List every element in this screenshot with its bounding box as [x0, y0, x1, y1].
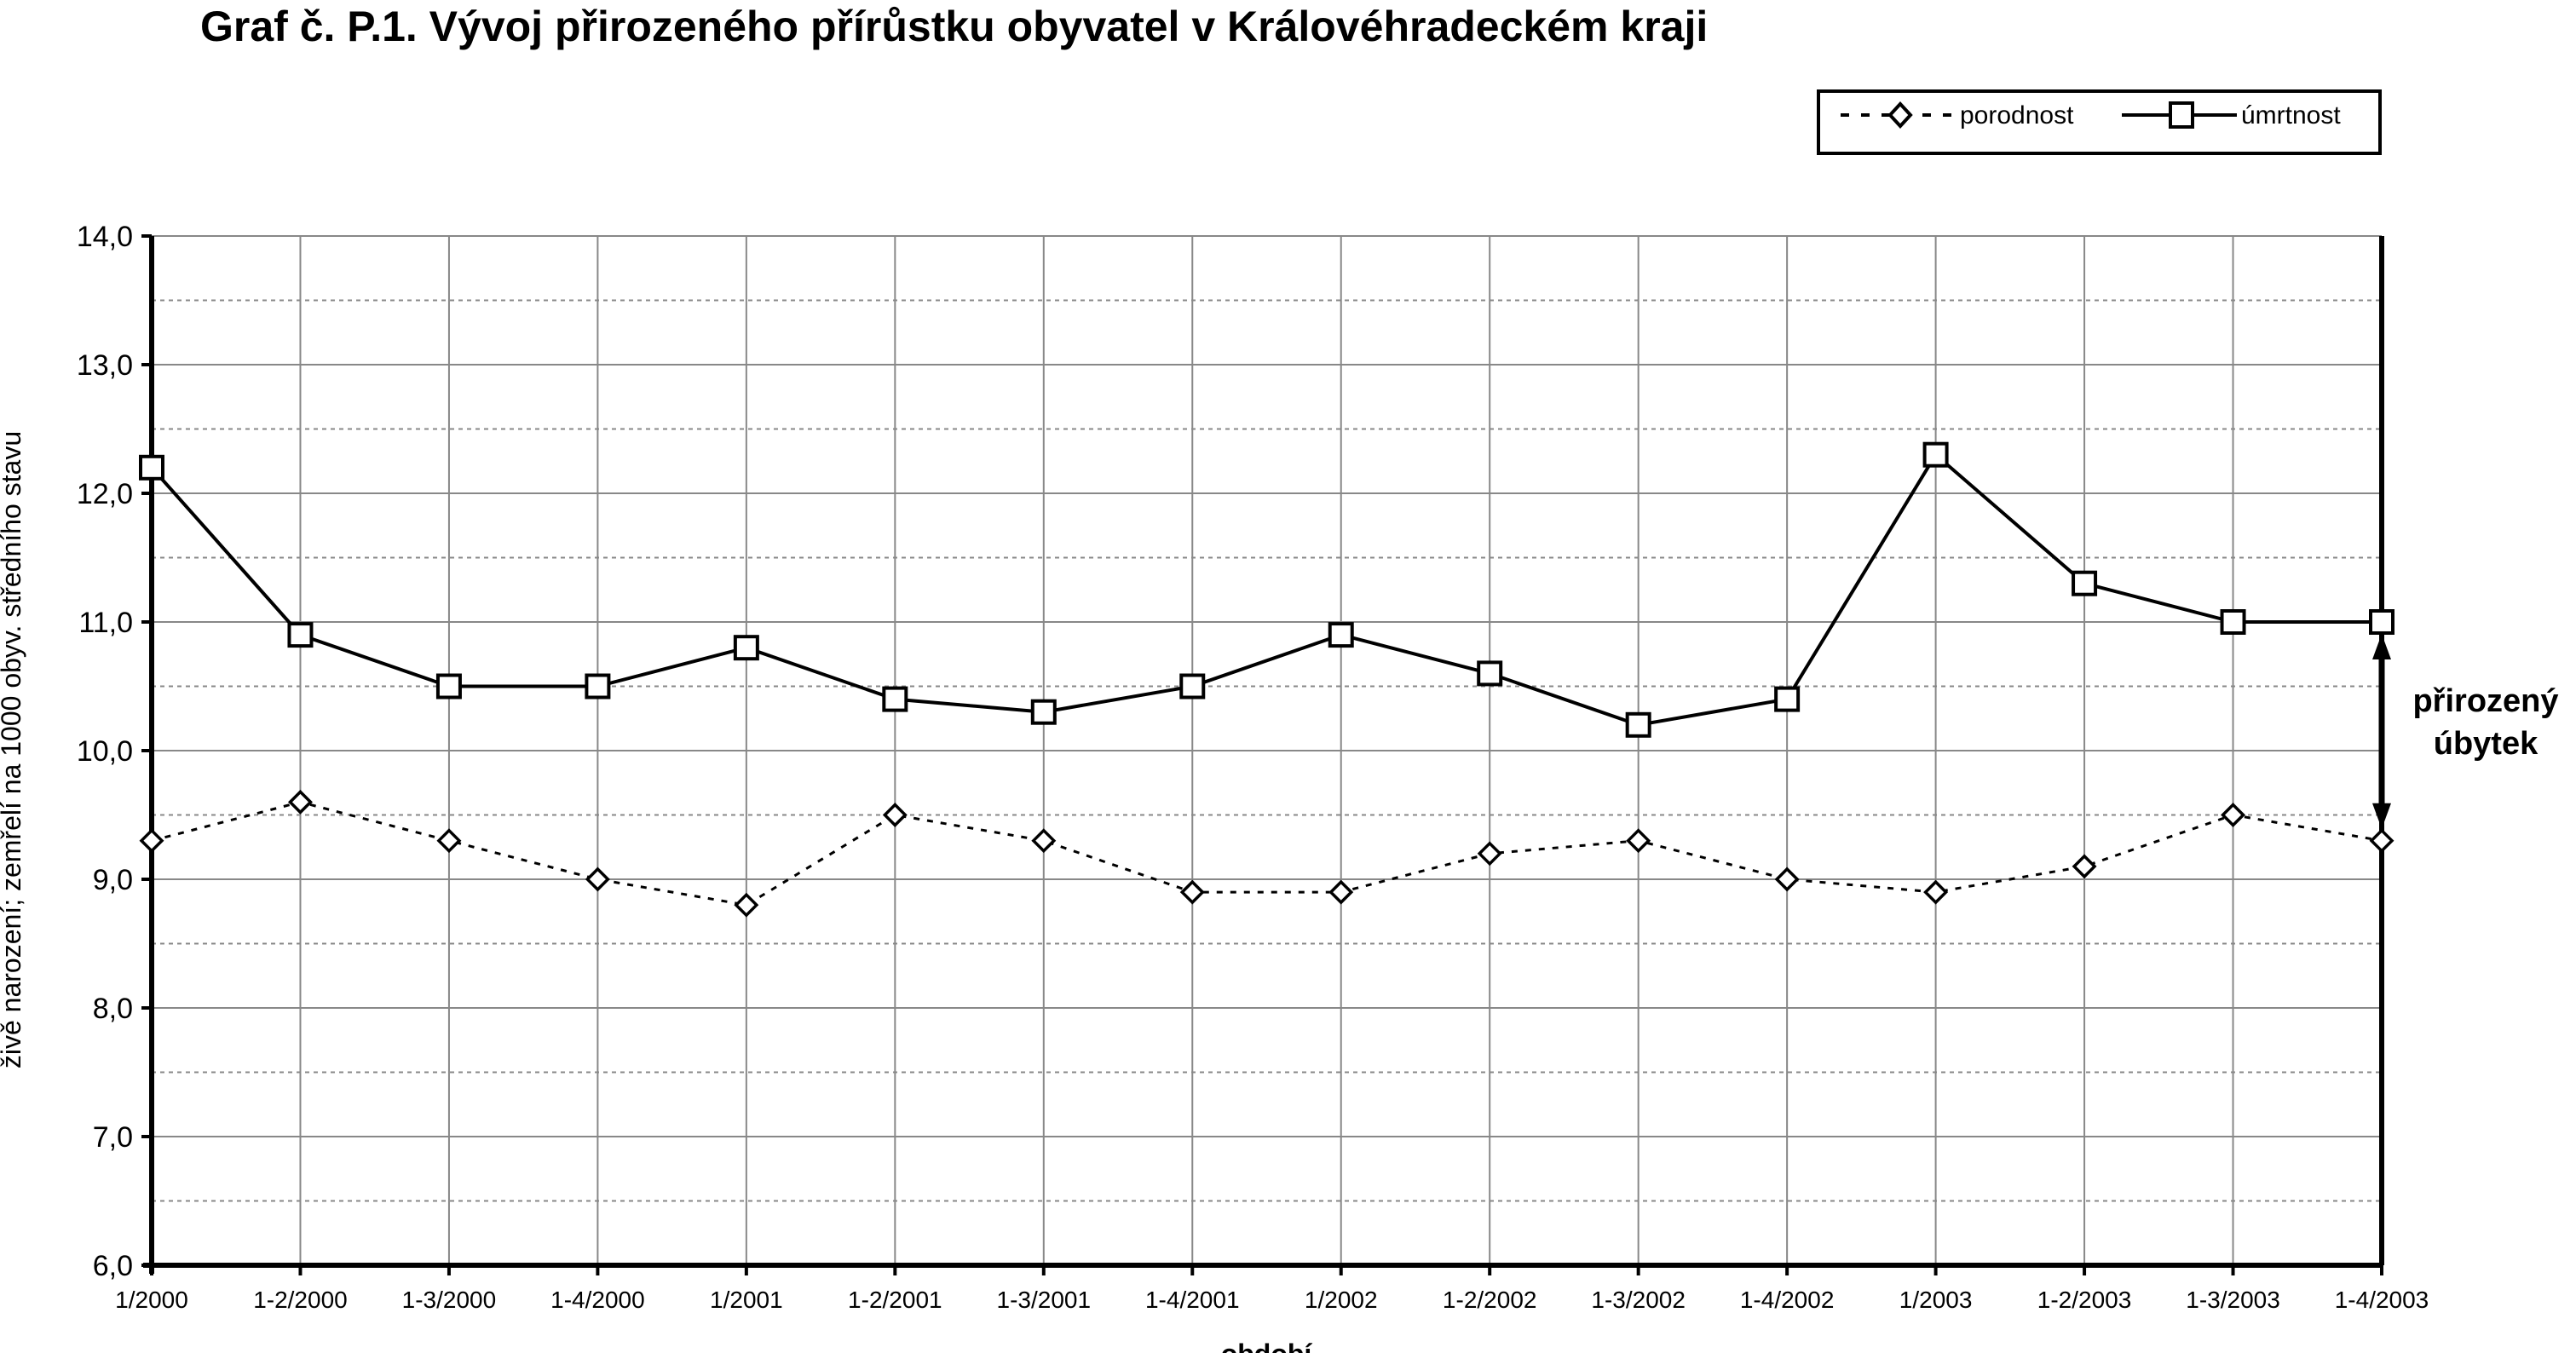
- data-point-porodnost: [2072, 854, 2097, 879]
- data-point-umrtnost: [139, 454, 164, 481]
- data-point-umrtnost: [1328, 622, 1354, 648]
- x-tick-label: 1/2000: [115, 1287, 188, 1313]
- y-tick-label: 6,0: [93, 1250, 133, 1282]
- series-line-umrtnost: [150, 452, 2382, 727]
- data-point-umrtnost: [882, 686, 908, 712]
- data-point-porodnost: [1328, 879, 1354, 905]
- data-point-umrtnost: [2072, 570, 2098, 596]
- x-tick-label: 1-2/2003: [2037, 1287, 2132, 1313]
- legend-marker-umrtnost: [2169, 101, 2194, 129]
- y-tick-label: 10,0: [77, 735, 133, 768]
- data-point-porodnost: [585, 866, 610, 892]
- x-tick-label: 1-3/2000: [402, 1287, 497, 1313]
- data-point-porodnost: [2221, 803, 2246, 827]
- legend-marker-porodnost: [1887, 101, 1913, 129]
- series-line-porodnost: [151, 800, 2383, 907]
- data-point-umrtnost: [1922, 441, 1949, 468]
- y-tick-label: 12,0: [77, 478, 133, 510]
- x-tick-label: 1/2003: [1899, 1287, 1973, 1313]
- data-point-umrtnost: [585, 673, 611, 700]
- data-point-umrtnost: [1774, 686, 1801, 712]
- data-point-umrtnost: [1477, 660, 1503, 687]
- data-point-porodnost: [1477, 841, 1502, 866]
- data-point-umrtnost: [435, 673, 462, 700]
- data-point-porodnost: [436, 828, 462, 854]
- data-point-porodnost: [2369, 828, 2394, 854]
- data-point-umrtnost: [1625, 711, 1651, 738]
- data-point-porodnost: [287, 789, 313, 815]
- data-point-porodnost: [882, 803, 908, 827]
- y-tick-label: 14,0: [77, 221, 133, 253]
- data-point-porodnost: [139, 828, 164, 854]
- y-tick-label: 8,0: [93, 993, 133, 1025]
- series: [139, 441, 2394, 918]
- chart-title: Graf č. P.1. Vývoj přirozeného přírůstku…: [200, 3, 1708, 50]
- annotation-line1: přirozený: [2412, 683, 2558, 719]
- annotation-line2: úbytek: [2434, 726, 2539, 762]
- x-tick-label: 1-4/2003: [2335, 1287, 2429, 1313]
- arrow-up-icon: [2372, 634, 2391, 659]
- x-tick-label: 1-3/2002: [1591, 1287, 1686, 1313]
- data-point-porodnost: [1626, 828, 1651, 854]
- legend-label-porodnost: porodnost: [1960, 101, 2074, 130]
- x-tick-label: 1-4/2000: [550, 1287, 645, 1313]
- axes: 6,0 7,0 8,0 9,0 10,0 11,0 12,0 13,0 14,0 1/2000 1-…: [77, 221, 2429, 1313]
- x-tick-label: 1-4/2001: [1145, 1287, 1240, 1313]
- data-point-porodnost: [734, 892, 759, 918]
- data-point-porodnost: [1031, 828, 1057, 854]
- x-axis-label: období: [1221, 1339, 1313, 1353]
- grid: [152, 235, 2382, 1266]
- x-tick-label: 1-3/2003: [2186, 1287, 2280, 1313]
- x-tick-label: 1-2/2002: [1443, 1287, 1537, 1313]
- data-point-umrtnost: [287, 622, 314, 648]
- y-tick-label: 7,0: [93, 1121, 133, 1154]
- y-tick-label: 13,0: [77, 349, 133, 382]
- x-tick-label: 1/2001: [710, 1287, 783, 1313]
- legend-label-umrtnost: úmrtnost: [2241, 101, 2341, 130]
- y-axis-label: živě narození; zemřelí na 1000 obyv. stř…: [0, 431, 26, 1068]
- data-point-umrtnost: [2220, 609, 2246, 635]
- legend-box: [1817, 89, 2382, 155]
- data-point-porodnost: [1923, 879, 1949, 905]
- data-point-porodnost: [1774, 866, 1800, 892]
- data-point-umrtnost: [1179, 673, 1206, 700]
- x-tick-label: 1-4/2002: [1740, 1287, 1835, 1313]
- x-tick-label: 1-2/2000: [253, 1287, 348, 1313]
- data-point-umrtnost: [1030, 699, 1057, 725]
- x-tick-label: 1-3/2001: [997, 1287, 1092, 1313]
- legend: porodnost úmrtnost: [1817, 89, 2382, 155]
- x-tick-label: 1-2/2001: [848, 1287, 942, 1313]
- data-point-porodnost: [1179, 879, 1205, 905]
- x-tick-label: 1/2002: [1305, 1287, 1378, 1313]
- y-tick-label: 9,0: [93, 864, 133, 896]
- y-tick-label: 11,0: [78, 607, 133, 639]
- annotation: přirozený úbytek: [2372, 634, 2559, 829]
- data-point-umrtnost: [2369, 609, 2394, 635]
- data-point-umrtnost: [733, 635, 759, 661]
- arrow-down-icon: [2372, 803, 2391, 829]
